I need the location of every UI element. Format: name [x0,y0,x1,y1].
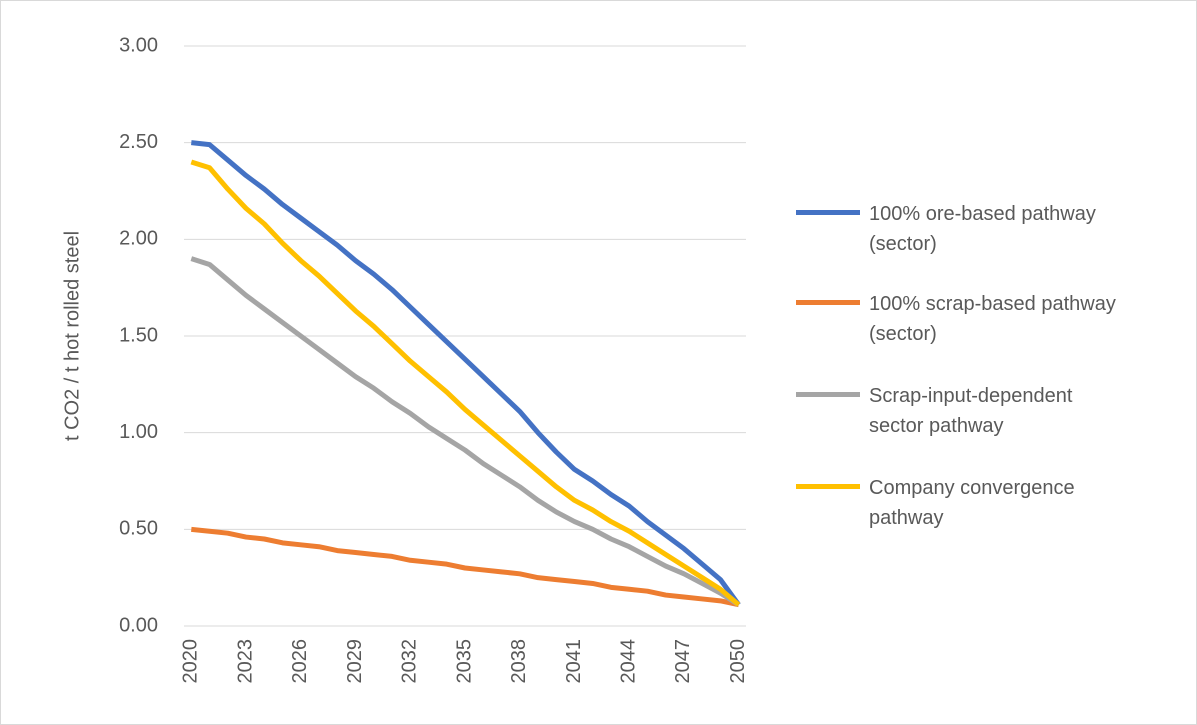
series-line [190,159,741,607]
y-tick-label: 0.50 [119,518,158,540]
legend-swatch [796,210,860,215]
x-tick-label: 2029 [344,639,366,684]
x-tick-label: 2047 [672,639,694,684]
x-tick-label: 2044 [618,639,640,684]
series-line [190,256,741,607]
legend-entry: 100% scrap-based pathway (sector) [796,289,1126,349]
x-tick-label: 2035 [453,639,475,684]
x-tick-label: 2023 [234,639,256,684]
y-tick-label: 2.00 [119,228,158,250]
legend-swatch [796,300,860,305]
x-tick-label: 2038 [508,639,530,684]
legend-label: 100% ore-based pathway (sector) [869,203,1096,255]
series-line [191,526,740,608]
legend-label: Scrap-input-dependent sector pathway [869,385,1073,437]
y-tick-label: 2.50 [119,131,158,153]
y-tick-label: 3.00 [119,34,158,56]
legend-label: Company convergence pathway [869,477,1075,529]
y-tick-label: 0.00 [119,614,158,636]
y-tick-label: 1.50 [119,324,158,346]
x-tick-label: 2020 [180,639,202,684]
legend-entry: Company convergence pathway [796,473,1126,533]
legend-swatch [796,484,860,489]
series-line [191,140,741,607]
x-tick-label: 2041 [563,639,585,684]
legend-entry: Scrap-input-dependent sector pathway [796,381,1126,441]
legend-entry: 100% ore-based pathway (sector) [796,199,1126,259]
x-tick-label: 2026 [289,639,311,684]
legend-swatch [796,392,860,397]
y-tick-label: 1.00 [119,421,158,443]
x-tick-label: 2032 [399,639,421,684]
legend-label: 100% scrap-based pathway (sector) [869,293,1116,345]
y-axis-label: t CO2 / t hot rolled steel [61,231,83,441]
x-tick-label: 2050 [727,639,749,684]
